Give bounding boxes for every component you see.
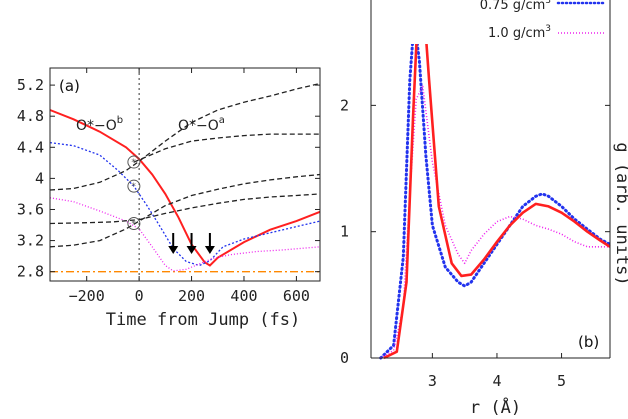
circle-marker-icon	[127, 155, 141, 169]
panel-b-label-box	[572, 328, 606, 354]
y-tick-label: 3.2	[17, 232, 44, 250]
x-tick-label: −200	[69, 287, 105, 305]
annotation-o-star-o-a: O*−Oa	[178, 115, 225, 134]
panel-a-series	[49, 82, 321, 272]
down-arrow-icon	[204, 233, 215, 254]
series-line-black-dashed-4	[49, 173, 321, 248]
series-line-red-solid-2	[383, 0, 611, 360]
y-tick-label: 3.6	[17, 200, 44, 218]
y-tick-label: 4.4	[17, 138, 44, 156]
panel-a-frame	[49, 67, 321, 282]
circle-marker-star: *	[131, 182, 136, 192]
x-tick-label: 4	[492, 372, 501, 390]
legend: 0.75 g/cm3 1.0 g/cm3	[408, 0, 607, 44]
y-tick-label: 2.8	[17, 263, 44, 281]
panel-b: 0 1 2 3 4 5 (b) 0.75 g/cm3 1.0 g/cm3 r (Å) g …	[340, 0, 628, 418]
series-line-red-solid-0	[49, 109, 321, 267]
x-tick-label: 200	[178, 287, 205, 305]
panel-b-ylabel: g (arb. units)	[612, 142, 628, 285]
panel-b-ticks: 0 1 2 3 4 5	[340, 96, 610, 390]
y-tick-label: 4	[35, 169, 44, 187]
x-tick-label: 0	[135, 287, 144, 305]
legend-entry-1-0: 1.0 g/cm3	[488, 24, 551, 41]
circle-marker-icon	[127, 216, 141, 230]
x-tick-label: 3	[428, 372, 437, 390]
y-tick-label: 5.2	[17, 76, 44, 94]
panel-a-xlabel: Time from Jump (fs)	[106, 310, 300, 330]
y-tick-label: 1	[340, 223, 349, 241]
y-tick-label: 4.8	[17, 107, 44, 125]
panel-a-label: (a)	[59, 77, 80, 95]
panel-a: * * * 2.8 3.2 3.6 4 4.4 4.8 5.2 −200 0 200 400 600 (a…	[17, 67, 321, 330]
circle-marker-star: *	[131, 219, 136, 229]
circle-marker-star: *	[131, 158, 136, 168]
panel-b-label: (b)	[578, 333, 599, 351]
circle-marker-icon	[127, 179, 141, 193]
annotation-o-star-o-b: O*−Ob	[76, 115, 123, 134]
down-arrow-icon	[168, 233, 179, 254]
down-arrow-icon	[186, 233, 197, 254]
y-tick-label: 0	[340, 349, 349, 367]
series-line-blue-dotted-1	[49, 141, 321, 267]
panel-a-markers: * * *	[127, 155, 215, 254]
x-tick-label: 400	[230, 287, 257, 305]
panel-b-series	[379, 0, 612, 360]
legend-background	[408, 0, 606, 44]
series-line-black-dashed-6	[133, 133, 320, 163]
x-tick-label: 600	[283, 287, 310, 305]
panel-b-xlabel: r (Å)	[470, 396, 521, 418]
y-tick-label: 2	[340, 96, 349, 114]
x-tick-label: 5	[557, 372, 566, 390]
series-line-black-dashed-3	[49, 82, 321, 191]
legend-entry-0-75: 0.75 g/cm3	[480, 0, 551, 13]
panel-a-ticks: 2.8 3.2 3.6 4 4.4 4.8 5.2 −200 0 200 400 600	[17, 68, 320, 305]
